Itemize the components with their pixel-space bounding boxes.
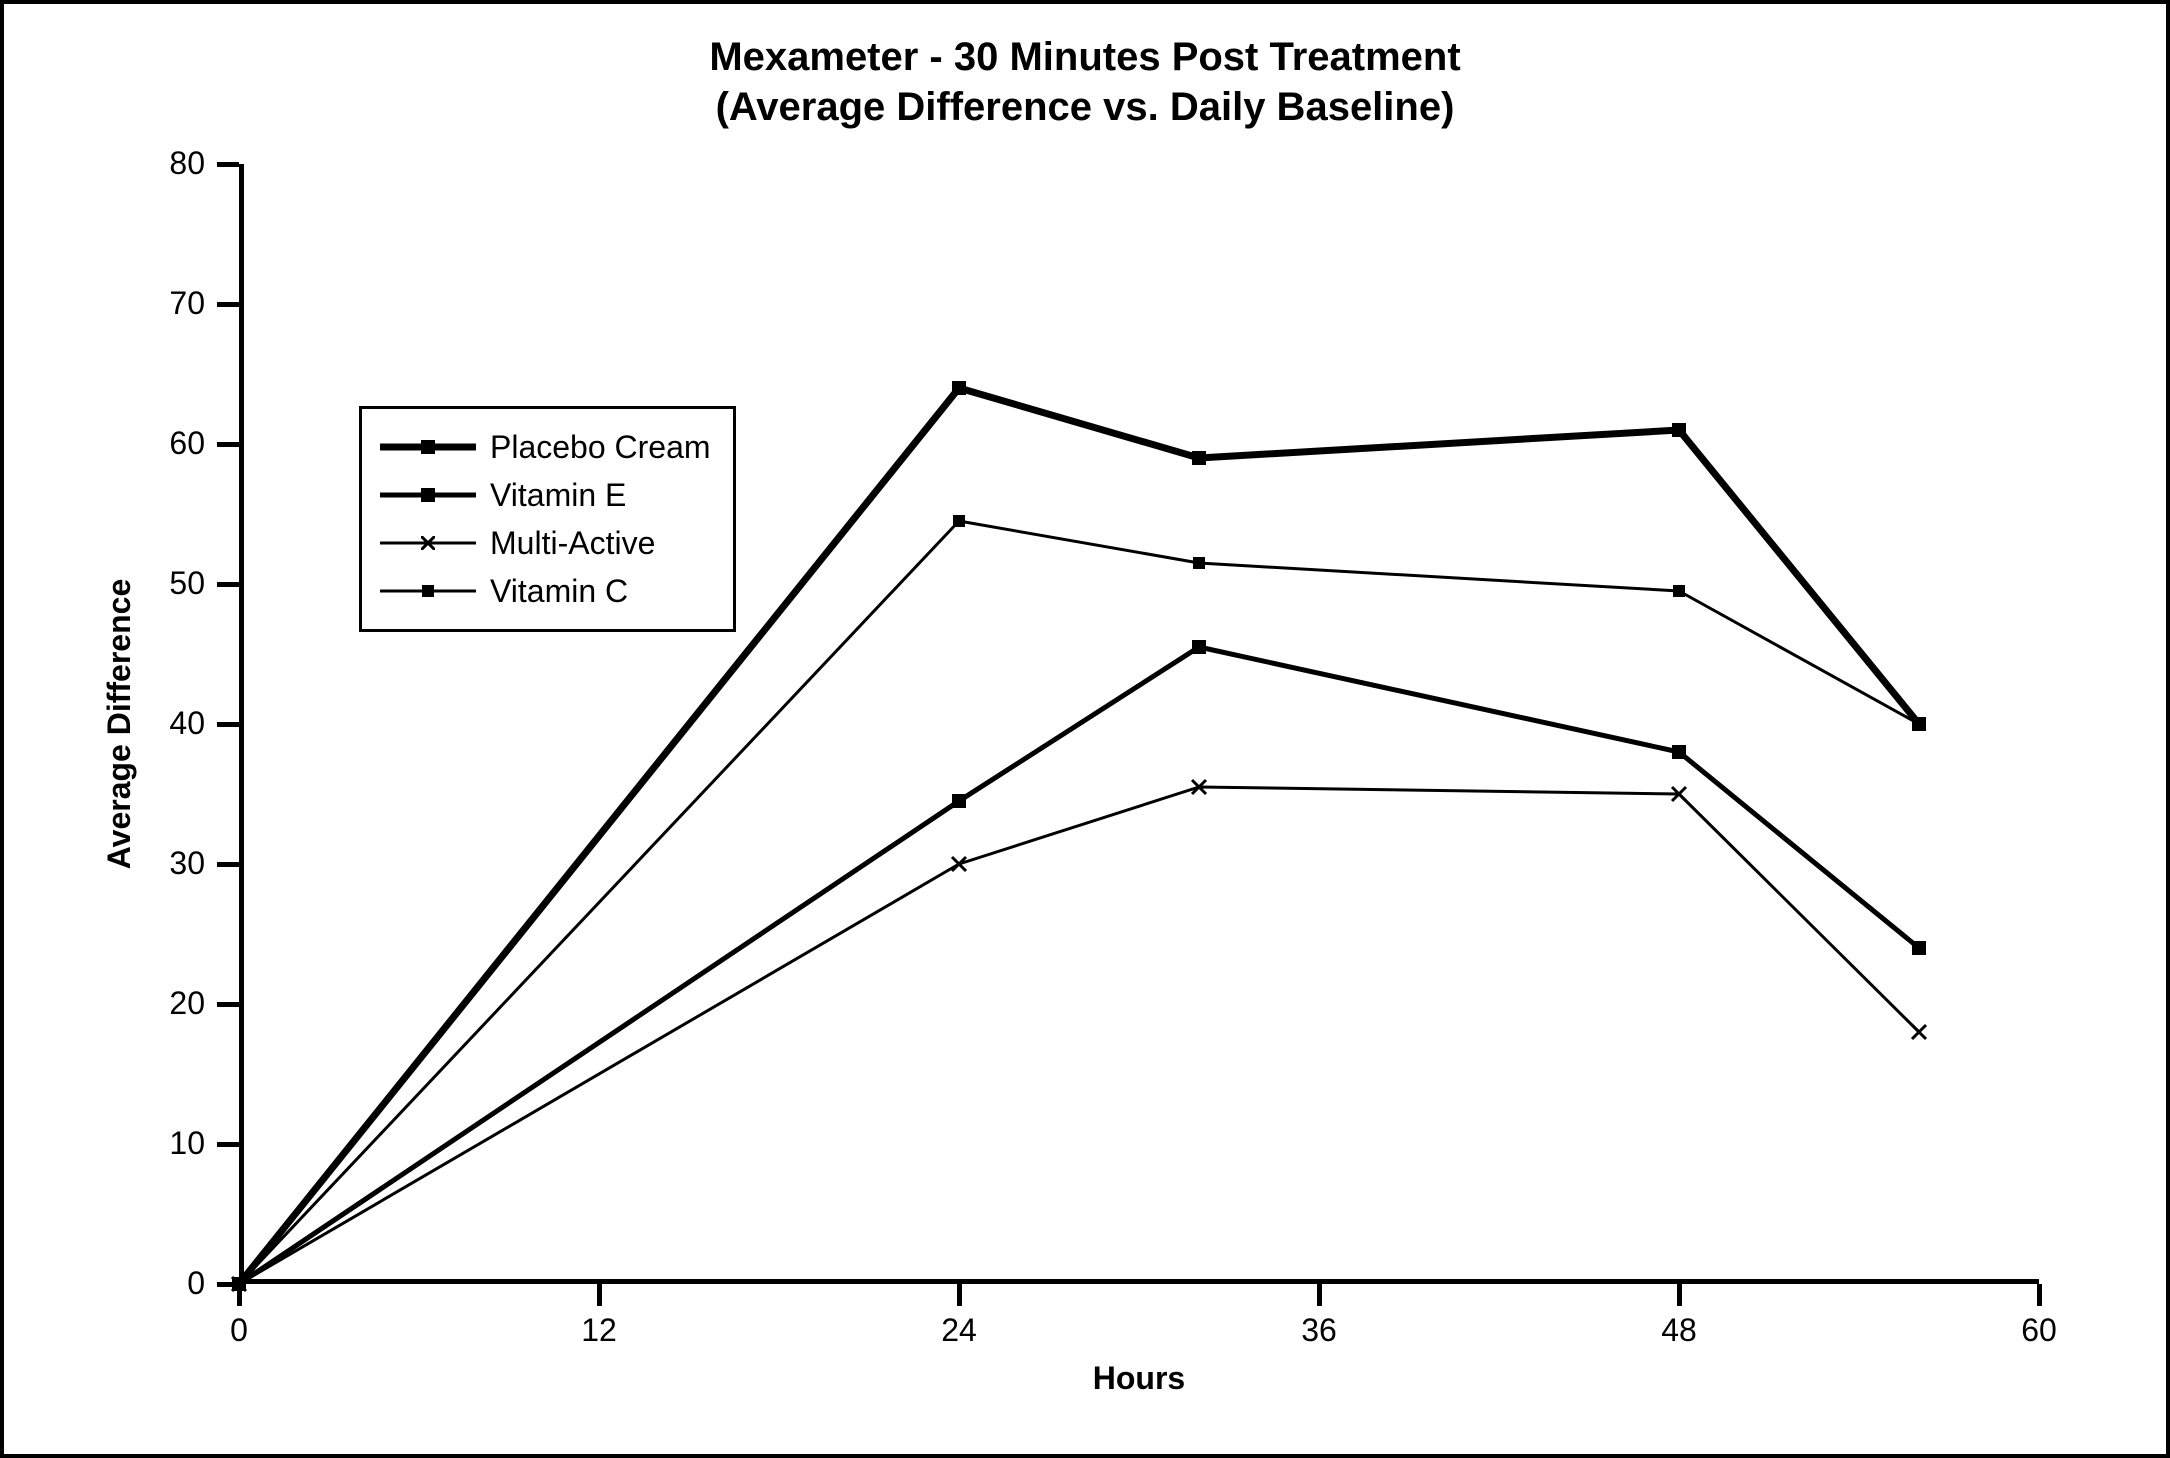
legend-swatch — [380, 483, 476, 507]
chart-frame: Mexameter - 30 Minutes Post Treatment (A… — [0, 0, 2170, 1458]
legend-item-vitaminC: Vitamin C — [380, 567, 711, 615]
series-layer — [239, 164, 2039, 1284]
y-tick-label: 0 — [125, 1265, 205, 1302]
legend-label: Placebo Cream — [490, 429, 711, 466]
y-tick — [217, 442, 239, 447]
data-marker — [1672, 423, 1686, 437]
x-tick-label: 24 — [919, 1312, 999, 1349]
legend: Placebo Cream Vitamin E Multi-Active Vitami… — [359, 406, 736, 632]
x-tick — [957, 1284, 962, 1306]
y-tick — [217, 862, 239, 867]
y-tick-label: 10 — [125, 1125, 205, 1162]
legend-label: Vitamin C — [490, 573, 628, 610]
data-marker — [1192, 640, 1206, 654]
x-tick-label: 36 — [1279, 1312, 1359, 1349]
data-marker — [1672, 745, 1686, 759]
y-tick — [217, 582, 239, 587]
series-line-vitaminC — [239, 521, 1919, 1284]
legend-label: Vitamin E — [490, 477, 626, 514]
y-tick-label: 70 — [125, 285, 205, 322]
data-marker — [1913, 718, 1925, 730]
y-tick — [217, 1142, 239, 1147]
x-tick-label: 60 — [1999, 1312, 2079, 1349]
y-tick-label: 20 — [125, 985, 205, 1022]
legend-label: Multi-Active — [490, 525, 655, 562]
y-axis-title: Average Difference — [101, 544, 138, 904]
data-marker — [1673, 585, 1685, 597]
data-marker — [1193, 557, 1205, 569]
data-marker — [1912, 1025, 1926, 1039]
x-tick-label: 0 — [199, 1312, 279, 1349]
data-marker — [953, 515, 965, 527]
legend-swatch — [380, 579, 476, 603]
y-tick-label: 80 — [125, 145, 205, 182]
legend-item-multiActive: Multi-Active — [380, 519, 711, 567]
legend-item-placebo: Placebo Cream — [380, 423, 711, 471]
x-tick — [1677, 1284, 1682, 1306]
data-marker — [1192, 451, 1206, 465]
chart-title-line2: (Average Difference vs. Daily Baseline) — [4, 82, 2166, 132]
x-axis-title: Hours — [239, 1360, 2039, 1397]
x-tick — [237, 1284, 242, 1306]
series-line-multiActive — [239, 787, 1919, 1284]
y-tick — [217, 162, 239, 167]
chart-title: Mexameter - 30 Minutes Post Treatment (A… — [4, 32, 2166, 132]
x-tick-label: 48 — [1639, 1312, 1719, 1349]
plot-area: 0102030405060708001224364860 — [239, 164, 2039, 1284]
y-tick — [217, 302, 239, 307]
legend-swatch — [380, 435, 476, 459]
legend-swatch — [380, 531, 476, 555]
chart-title-line1: Mexameter - 30 Minutes Post Treatment — [4, 32, 2166, 82]
y-tick — [217, 1002, 239, 1007]
x-tick-label: 12 — [559, 1312, 639, 1349]
x-tick — [2037, 1284, 2042, 1306]
data-marker — [952, 381, 966, 395]
x-tick — [597, 1284, 602, 1306]
legend-item-vitaminE: Vitamin E — [380, 471, 711, 519]
x-tick — [1317, 1284, 1322, 1306]
y-tick — [217, 722, 239, 727]
data-marker — [1912, 941, 1926, 955]
data-marker — [952, 794, 966, 808]
y-tick-label: 60 — [125, 425, 205, 462]
